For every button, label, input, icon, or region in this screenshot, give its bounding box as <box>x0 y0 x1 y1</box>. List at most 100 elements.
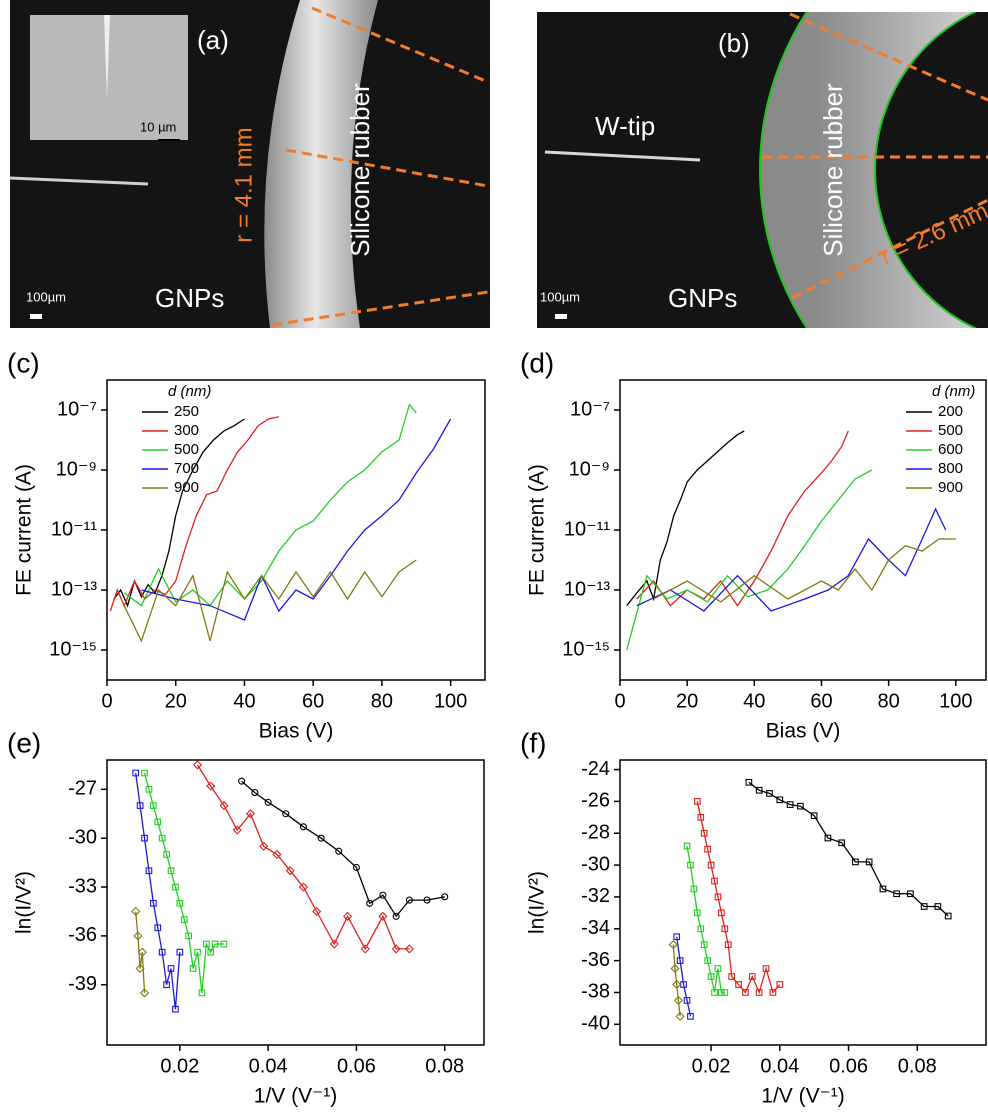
series-group <box>131 760 449 1013</box>
data-point <box>755 786 763 794</box>
data-point <box>132 769 140 777</box>
data-point <box>298 882 309 892</box>
x-tick-label: 0.02 <box>692 1055 731 1077</box>
data-point <box>676 957 684 964</box>
x-axis-label: Bias (V) <box>766 720 841 743</box>
data-point <box>824 834 832 842</box>
data-point <box>714 965 722 972</box>
data-point <box>145 867 153 875</box>
data-point <box>693 909 701 917</box>
data-point <box>180 916 188 923</box>
data-point <box>282 810 290 818</box>
plot-frame <box>106 759 485 1046</box>
data-point <box>672 979 682 990</box>
y-tick-label: -28 <box>581 822 610 844</box>
data-point <box>721 989 729 996</box>
data-point <box>360 944 370 954</box>
y-tick-label: -36 <box>581 949 610 971</box>
region-label: GNPs <box>155 283 224 313</box>
data-point <box>797 802 804 810</box>
data-point <box>687 1012 694 1020</box>
data-point <box>838 839 846 847</box>
y-tick-label: -32 <box>581 885 610 907</box>
tip-label: W-tip <box>595 111 655 141</box>
y-tick-label: 10⁻¹³ <box>564 578 610 600</box>
data-point <box>944 912 952 920</box>
y-axis-label: FE current (A) <box>526 464 549 596</box>
rubber-band <box>760 12 977 328</box>
data-point <box>192 760 203 770</box>
series-line <box>653 538 956 603</box>
scale-label: 100µm <box>26 289 66 304</box>
data-point <box>378 911 388 921</box>
x-axis-label: Bias (V) <box>259 720 334 743</box>
data-point <box>343 911 353 921</box>
data-point <box>742 989 749 996</box>
data-point <box>139 988 150 998</box>
data-point <box>167 965 175 972</box>
inset-scale: 10 µm <box>140 119 176 134</box>
series-line <box>123 559 417 643</box>
y-tick-label: 10⁻¹⁵ <box>562 638 610 660</box>
data-point <box>697 925 705 933</box>
data-point <box>150 899 157 907</box>
data-point <box>865 858 873 866</box>
data-point <box>154 924 162 932</box>
data-point <box>697 813 705 821</box>
data-point <box>299 823 307 831</box>
w-tip <box>544 150 701 162</box>
data-point <box>285 866 295 876</box>
data-point <box>670 963 680 974</box>
data-point <box>673 995 684 1005</box>
y-tick-label: 10⁻¹⁵ <box>49 638 97 660</box>
data-point <box>852 858 859 866</box>
series-line <box>636 507 947 612</box>
y-tick-label: 10⁻¹¹ <box>51 518 97 540</box>
data-point <box>219 801 229 811</box>
data-point <box>202 940 210 948</box>
data-point <box>700 829 708 837</box>
material-label: Silicone rubber <box>345 83 375 257</box>
series-group <box>668 778 952 1021</box>
radius-line <box>271 290 489 327</box>
data-point <box>176 899 184 907</box>
series-line <box>109 416 279 612</box>
y-tick-label: 10⁻⁷ <box>57 398 97 420</box>
y-tick-label: -27 <box>68 778 97 800</box>
y-tick-label: -36 <box>68 924 97 946</box>
data-point <box>748 973 756 980</box>
x-tick-label: 60 <box>302 690 324 712</box>
data-point <box>714 893 722 901</box>
y-tick-label: -26 <box>581 790 610 812</box>
data-point <box>335 847 343 855</box>
data-point <box>145 785 153 793</box>
series-line <box>636 430 849 607</box>
data-point <box>352 863 360 872</box>
data-point <box>150 802 157 809</box>
legend-label: 900 <box>938 479 963 496</box>
data-point <box>769 989 777 996</box>
data-point <box>762 965 770 972</box>
y-tick-label: 10⁻¹¹ <box>564 518 610 540</box>
plot-frame <box>619 759 987 1046</box>
series-line <box>141 418 452 621</box>
y-tick-label: -34 <box>581 917 610 939</box>
radius-line <box>789 12 988 102</box>
data-point <box>724 941 732 949</box>
series-group <box>626 430 956 651</box>
region-label: GNPs <box>668 283 737 313</box>
data-point <box>158 834 166 842</box>
series-line <box>123 403 417 607</box>
data-point <box>934 903 942 910</box>
radius-label: r = 4.1 mm <box>230 127 257 242</box>
y-tick-label: 10⁻⁹ <box>56 458 97 480</box>
series-line <box>626 469 873 651</box>
data-point <box>366 899 374 907</box>
y-tick-label: 10⁻⁹ <box>569 458 610 480</box>
data-point <box>687 861 694 869</box>
series-line <box>748 781 949 917</box>
data-point <box>135 963 145 974</box>
scale-bar <box>555 314 567 319</box>
y-axis-label: ln(I/V²) <box>526 871 549 934</box>
